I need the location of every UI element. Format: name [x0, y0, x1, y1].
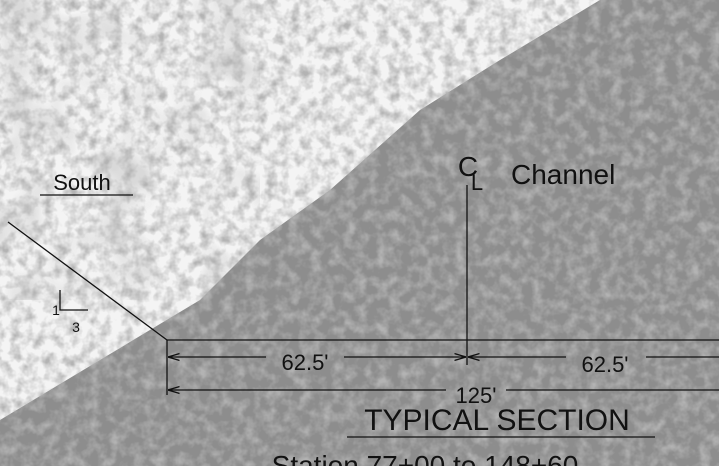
dimension-label: 62.5'	[281, 350, 328, 375]
side-label: South	[53, 170, 111, 195]
slope-run: 3	[72, 319, 80, 335]
section-subtitle: Station 77+00 to 148+60	[272, 450, 579, 466]
dimension-label: 62.5'	[581, 352, 628, 377]
side-slope	[7, 221, 168, 341]
centerline-c: C	[458, 151, 478, 182]
shore-haze	[0, 0, 260, 300]
channel-label: Channel	[511, 159, 615, 190]
slope-symbol	[59, 290, 88, 311]
slope-rise: 1	[52, 302, 60, 318]
dimension-label: 125'	[456, 383, 497, 408]
centerline-l: L	[471, 170, 483, 195]
section-title: TYPICAL SECTION	[364, 404, 630, 437]
